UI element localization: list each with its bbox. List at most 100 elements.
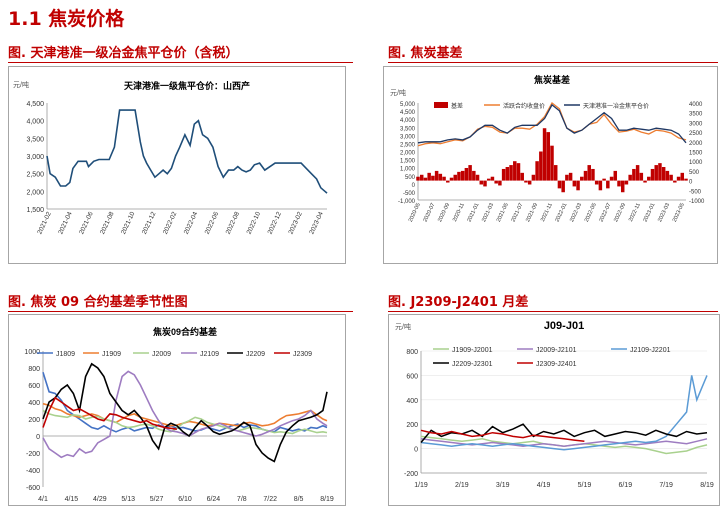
bar-basis — [684, 178, 688, 181]
x-tick-label: 2022-04 — [183, 211, 200, 236]
bar-basis — [457, 171, 461, 181]
x-tick-label: 2022-07 — [599, 202, 613, 223]
legend-label: J1909 — [102, 351, 121, 358]
y-tick-label: 4,000 — [26, 119, 44, 126]
x-tick-label: 2023-02 — [287, 211, 304, 236]
chart-panel-1: 天津港准一级焦平仓价：山西产 元/吨 1,500 2,000 2,500 3,000 3,5… — [8, 66, 346, 264]
series-line-J2109 — [42, 370, 328, 459]
bar-basis — [531, 174, 536, 181]
bar-basis — [513, 161, 517, 181]
x-tick-label: 2023-05 — [672, 202, 686, 223]
x-tick-label: 2020-11 — [452, 202, 466, 222]
caption-chart-3: 图. 焦炭 09 合约基差季节性图 — [8, 295, 188, 310]
x-tick-label: 5/13 — [121, 496, 135, 503]
bar-basis — [598, 180, 603, 191]
bar-basis — [613, 170, 618, 181]
x-tick-label: 2021-04 — [57, 211, 74, 236]
legend-label: J2209 — [246, 351, 265, 358]
y-tick-label: 3,500 — [400, 126, 416, 132]
y2-tick-label: 3500 — [689, 112, 703, 118]
bar-basis — [527, 180, 532, 185]
series-line-天津港准一冶金焦平仓价 — [417, 103, 687, 144]
bar-basis — [423, 177, 428, 181]
x-tick-label: 2021-02 — [36, 211, 53, 236]
caption-rule — [8, 62, 353, 63]
caption-rule — [388, 62, 718, 63]
bar-basis — [416, 176, 420, 181]
y-tick-label: 5,000 — [400, 102, 416, 108]
y-tick-label: 600 — [406, 373, 418, 380]
y2-tick-label: 1500 — [689, 151, 703, 157]
y-tick-label: -1,000 — [398, 199, 416, 205]
y-tick-label: 800 — [28, 366, 40, 373]
caption-chart-1: 图. 天津港准一级冶金焦平仓价（含税） — [8, 46, 239, 61]
y-tick-label: 2,500 — [26, 172, 44, 179]
x-tick-label: 2020-09 — [437, 202, 451, 223]
x-tick-label: 2022-11 — [628, 202, 642, 222]
y-tick-label: 200 — [28, 417, 40, 424]
y-tick-label: 2,000 — [400, 151, 416, 157]
y-tick-label: 400 — [28, 400, 40, 407]
y-tick-label: 2,500 — [400, 142, 416, 148]
bar-basis — [609, 176, 614, 181]
y2-tick-label: 3000 — [689, 121, 703, 127]
bar-basis — [583, 170, 588, 181]
bar-basis — [464, 167, 469, 181]
bar-basis — [676, 176, 681, 181]
y-tick-label: 0 — [36, 434, 40, 441]
chart-panel-2: 焦炭基差 元/吨 -1,000 -500 0 500 1,000 1,500 2,000 2,50… — [383, 66, 718, 264]
price-chart: 天津港准一级焦平仓价：山西产 元/吨 1,500 2,000 2,500 3,000 3,5… — [13, 80, 328, 236]
y2-tick-label: 500 — [689, 170, 700, 176]
y-tick-label: 3,000 — [26, 154, 44, 161]
x-tick-label: 6/24 — [207, 496, 221, 503]
section-title: 1.1 焦炭价格 — [8, 8, 125, 30]
series-line-J2309-J2401 — [420, 429, 585, 443]
bar-basis — [606, 180, 610, 189]
bar-basis — [498, 180, 502, 186]
bar-basis — [446, 180, 450, 183]
bar-basis — [442, 176, 446, 181]
x-tick-label: 2022-05 — [584, 202, 598, 223]
y-tick-label: 600 — [28, 383, 40, 390]
series-line-J2109-J2201 — [420, 375, 708, 451]
bar-basis — [565, 174, 569, 181]
bar-basis — [501, 168, 506, 181]
x-tick-label: 2023-03 — [657, 202, 671, 223]
bar-basis — [550, 145, 554, 181]
x-tick-label: 2021-03 — [481, 202, 495, 223]
bar-basis — [460, 170, 465, 181]
bar-basis — [628, 174, 632, 181]
x-tick-label: 4/29 — [93, 496, 107, 503]
x-tick-label: 1/19 — [414, 482, 428, 489]
bar-basis — [580, 176, 584, 181]
series-line-J2209-J2301 — [420, 423, 708, 443]
x-tick-label: 2022-10 — [246, 211, 263, 236]
bar-basis — [568, 172, 573, 181]
bar-basis — [680, 172, 685, 181]
bar-basis — [509, 165, 513, 181]
bar-basis — [669, 174, 673, 181]
legend-label: J2309-J2401 — [536, 361, 577, 368]
x-tick-label: 8/5 — [294, 496, 304, 503]
x-tick-label: 2021-09 — [525, 202, 539, 223]
x-tick-label: 2022-12 — [267, 211, 284, 236]
bar-basis — [419, 174, 424, 181]
series-line-天津港准一级焦平仓价：山西产 — [46, 109, 328, 194]
y-tick-label: 400 — [406, 398, 418, 405]
legend-label: J2109-J2201 — [630, 347, 671, 354]
bar-basis — [561, 180, 565, 193]
x-tick-label: 2021-11 — [540, 202, 554, 222]
caption-chart-4: 图. J2309-J2401 月差 — [388, 295, 529, 310]
bar-basis — [516, 163, 521, 181]
bar-basis — [520, 172, 524, 181]
bar-basis — [486, 178, 491, 181]
legend-label: J2009-J2101 — [536, 347, 577, 354]
bar-basis — [490, 176, 495, 181]
x-tick-label: 2021-06 — [78, 211, 95, 236]
x-tick-label: 2020-05 — [408, 202, 422, 223]
y-axis-label: 元/吨 — [390, 88, 406, 97]
bar-basis — [591, 168, 595, 181]
bar-basis — [576, 180, 580, 191]
series-line-活跃合约收盘价 — [417, 102, 687, 147]
y2-tick-label: 0 — [689, 180, 693, 186]
